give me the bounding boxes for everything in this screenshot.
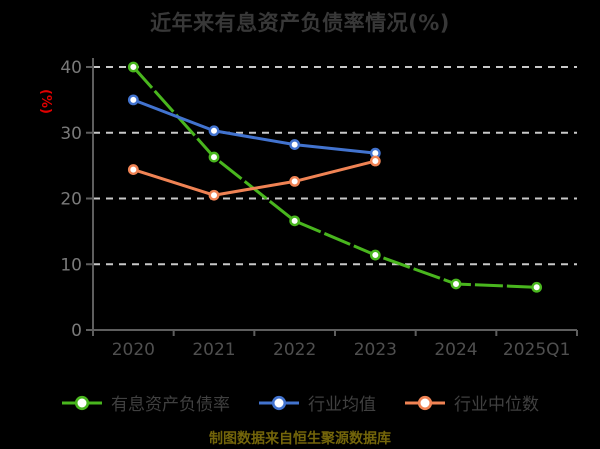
- gridlines-layer: [93, 66, 577, 266]
- data-point-industry-mean-2021: [208, 125, 220, 137]
- data-point-industry-median-2022: [289, 176, 301, 187]
- legend-marker-icon: [405, 395, 445, 410]
- series-layer: [127, 61, 543, 293]
- legend-label: 行业中位数: [454, 395, 539, 415]
- x-tick-label-2024: 2024: [434, 340, 477, 360]
- legend-item-interest-bearing-debt-ratio: 有息资产负债率: [61, 390, 230, 415]
- legend-item-industry-mean: 行业均值: [258, 390, 376, 415]
- y-tick-label: 20: [60, 190, 82, 210]
- data-point-industry-mean-2022: [289, 139, 301, 150]
- data-point-interest-bearing-debt-ratio-2024: [450, 278, 462, 290]
- data-point-interest-bearing-debt-ratio-2022: [289, 215, 301, 227]
- data-point-interest-bearing-debt-ratio-2023: [369, 249, 381, 261]
- y-tick-label: 10: [60, 255, 82, 275]
- data-point-interest-bearing-debt-ratio-2020: [127, 61, 139, 73]
- series-line-interest-bearing-debt-ratio: [132, 65, 537, 289]
- legend-label: 有息资产负债率: [111, 395, 230, 415]
- data-point-industry-median-2020: [127, 164, 139, 175]
- axes-layer: [86, 58, 578, 336]
- x-tick-label-2022: 2022: [273, 340, 316, 360]
- series-line-industry-mean: [132, 98, 376, 155]
- legend-marker-icon: [259, 395, 299, 410]
- x-tick-label-2020: 2020: [112, 340, 155, 360]
- data-point-industry-mean-2020: [127, 94, 139, 106]
- series-line-industry-median: [132, 159, 376, 197]
- legend-marker-icon: [62, 395, 102, 410]
- source-caption: 制图数据来自恒生聚源数据库: [209, 431, 391, 447]
- legend-label: 行业均值: [308, 395, 376, 415]
- x-tick-label-2025Q1: 2025Q1: [503, 340, 570, 360]
- chart-title: 近年来有息资产负债率情况(%): [150, 11, 450, 35]
- legend: 有息资产负债率 行业均值 行业中位数: [0, 390, 600, 415]
- y-tick-label: 0: [71, 321, 82, 341]
- legend-item-industry-median: 行业中位数: [404, 390, 539, 415]
- y-tick-label: 40: [60, 58, 82, 78]
- data-point-industry-median-2023: [369, 155, 381, 167]
- data-point-industry-median-2021: [208, 189, 220, 201]
- y-tick-label: 30: [60, 124, 82, 144]
- x-tick-label-2021: 2021: [192, 340, 235, 360]
- data-point-interest-bearing-debt-ratio-2021: [208, 151, 220, 163]
- data-point-interest-bearing-debt-ratio-2025Q1: [531, 281, 543, 293]
- tick-labels-layer: 0 10 20 30 40 2020 2021 2022 2023 2024 2025Q1: [60, 58, 570, 360]
- x-tick-label-2023: 2023: [354, 340, 397, 360]
